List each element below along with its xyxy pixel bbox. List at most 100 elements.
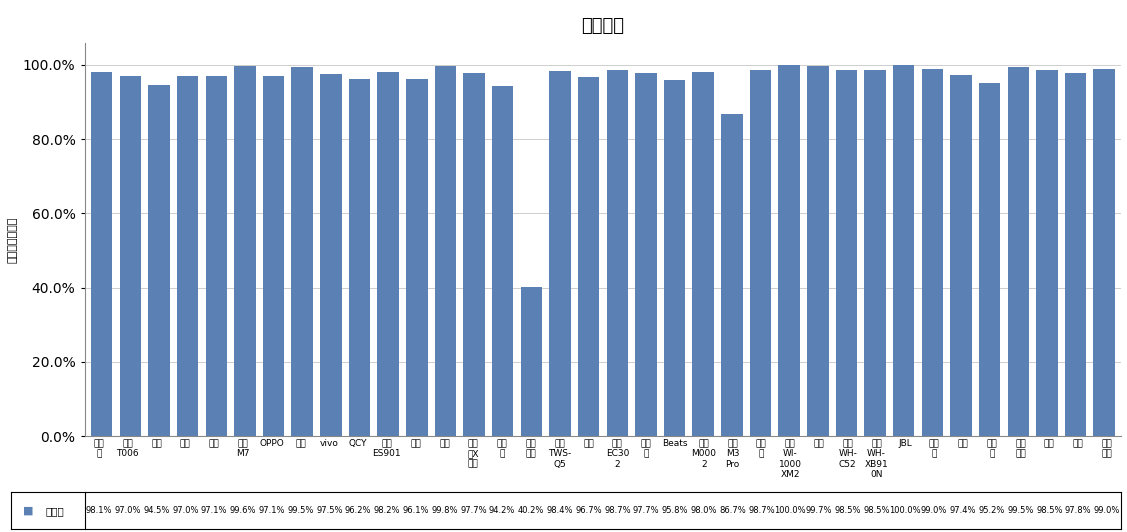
Bar <box>1065 73 1086 436</box>
Text: 98.5%: 98.5% <box>1036 506 1063 515</box>
Text: 万魔
EC30
2: 万魔 EC30 2 <box>605 439 629 469</box>
Text: 98.5%: 98.5% <box>863 506 890 515</box>
Text: 绍曼
WH-
C52: 绍曼 WH- C52 <box>838 439 858 469</box>
Bar <box>779 65 800 436</box>
Text: 98.7%: 98.7% <box>604 506 631 515</box>
Text: QCY: QCY <box>349 439 367 448</box>
Text: 华为
M000
2: 华为 M000 2 <box>691 439 717 469</box>
Text: 荣耀: 荣耀 <box>295 439 305 448</box>
Text: 96.2%: 96.2% <box>345 506 372 515</box>
Text: 96.1%: 96.1% <box>402 506 429 515</box>
Bar <box>378 71 399 436</box>
Text: 三星: 三星 <box>583 439 594 448</box>
Bar <box>263 76 284 436</box>
Text: 蜡蜡: 蜡蜡 <box>440 439 450 448</box>
Text: 98.2%: 98.2% <box>374 506 400 515</box>
Text: 99.6%: 99.6% <box>230 506 256 515</box>
Text: ■: ■ <box>23 506 33 516</box>
Text: 100.0%: 100.0% <box>889 506 921 515</box>
Text: 正确率: 正确率 <box>45 506 64 516</box>
Bar <box>749 70 771 436</box>
Bar <box>692 72 713 436</box>
Text: 94.2%: 94.2% <box>489 506 515 515</box>
Text: 森海
塞尔: 森海 塞尔 <box>1015 439 1026 458</box>
Text: 99.0%: 99.0% <box>1094 506 1120 515</box>
Text: 97.7%: 97.7% <box>460 506 487 515</box>
Bar <box>1093 69 1115 436</box>
Bar <box>119 76 141 436</box>
Bar <box>578 77 600 436</box>
Text: 98.4%: 98.4% <box>547 506 573 515</box>
Text: 97.0%: 97.0% <box>115 506 141 515</box>
Text: 99.7%: 99.7% <box>806 506 832 515</box>
Text: Beats: Beats <box>663 439 687 448</box>
Text: 倍思: 倍思 <box>208 439 220 448</box>
Bar <box>835 70 858 436</box>
Bar <box>149 85 170 436</box>
Bar <box>922 69 943 436</box>
Y-axis label: 主观测试正确率: 主观测试正确率 <box>7 216 17 263</box>
Text: 98.0%: 98.0% <box>691 506 717 515</box>
Bar <box>205 76 227 436</box>
Text: 搜狐
听: 搜狐 听 <box>641 439 651 458</box>
Bar <box>463 73 485 436</box>
Text: 98.7%: 98.7% <box>748 506 774 515</box>
Text: 山水: 山水 <box>814 439 824 448</box>
Text: 潮智
能: 潮智 能 <box>497 439 507 458</box>
Text: 酷狗
M7: 酷狗 M7 <box>237 439 250 458</box>
Bar <box>664 80 685 436</box>
Bar <box>292 66 313 436</box>
Bar <box>91 72 113 436</box>
Bar <box>521 287 542 436</box>
Text: 科大
讯飞: 科大 讯飞 <box>525 439 536 458</box>
Bar <box>234 66 256 436</box>
Text: 98.5%: 98.5% <box>834 506 861 515</box>
Bar <box>435 65 456 436</box>
Text: 博士: 博士 <box>1044 439 1055 448</box>
Bar <box>636 73 657 436</box>
Text: 97.8%: 97.8% <box>1065 506 1091 515</box>
Bar <box>893 65 914 436</box>
Text: 99.5%: 99.5% <box>1008 506 1033 515</box>
Text: 99.0%: 99.0% <box>921 506 948 515</box>
Text: 99.8%: 99.8% <box>432 506 458 515</box>
Text: 酷狗
M3
Pro: 酷狗 M3 Pro <box>726 439 739 469</box>
Text: 万魔
ES901: 万魔 ES901 <box>373 439 401 458</box>
Text: 联想: 联想 <box>958 439 968 448</box>
Title: 通话降噪: 通话降噪 <box>582 18 624 36</box>
Text: 爱国
者: 爱国 者 <box>756 439 766 458</box>
Text: 96.7%: 96.7% <box>575 506 602 515</box>
Bar <box>950 74 971 436</box>
Text: 40.2%: 40.2% <box>517 506 544 515</box>
Text: 飞利
浦: 飞利 浦 <box>929 439 940 458</box>
Text: 95.8%: 95.8% <box>662 506 689 515</box>
Bar <box>492 86 514 436</box>
Text: 漫步
者: 漫步 者 <box>94 439 105 458</box>
Text: 索尼
WI-
1000
XM2: 索尼 WI- 1000 XM2 <box>779 439 801 479</box>
Text: 97.7%: 97.7% <box>633 506 659 515</box>
Text: 华为
T006: 华为 T006 <box>116 439 139 458</box>
Text: 98.1%: 98.1% <box>86 506 113 515</box>
Text: 94.5%: 94.5% <box>143 506 170 515</box>
Text: 97.1%: 97.1% <box>258 506 285 515</box>
Text: 95.2%: 95.2% <box>978 506 1005 515</box>
Text: 绍曼
TWS-
Q5: 绍曼 TWS- Q5 <box>548 439 571 469</box>
Bar <box>348 79 371 436</box>
Bar <box>1036 70 1057 436</box>
Text: 小米: 小米 <box>180 439 190 448</box>
Bar <box>807 66 828 436</box>
Text: 小度: 小度 <box>410 439 421 448</box>
Text: 100.0%: 100.0% <box>774 506 806 515</box>
Text: vivo: vivo <box>320 439 339 448</box>
Text: JBL: JBL <box>898 439 912 448</box>
Text: 西伯
利亚: 西伯 利亚 <box>1101 439 1112 458</box>
Text: 97.4%: 97.4% <box>950 506 976 515</box>
Text: 漫步
者X
行心: 漫步 者X 行心 <box>468 439 479 469</box>
Bar <box>979 82 1001 436</box>
Text: 86.7%: 86.7% <box>719 506 746 515</box>
Text: 99.5%: 99.5% <box>287 506 313 515</box>
Text: 苹果: 苹果 <box>151 439 162 448</box>
Bar <box>721 114 743 436</box>
Text: 第三
角: 第三 角 <box>986 439 997 458</box>
Bar <box>1008 66 1029 436</box>
